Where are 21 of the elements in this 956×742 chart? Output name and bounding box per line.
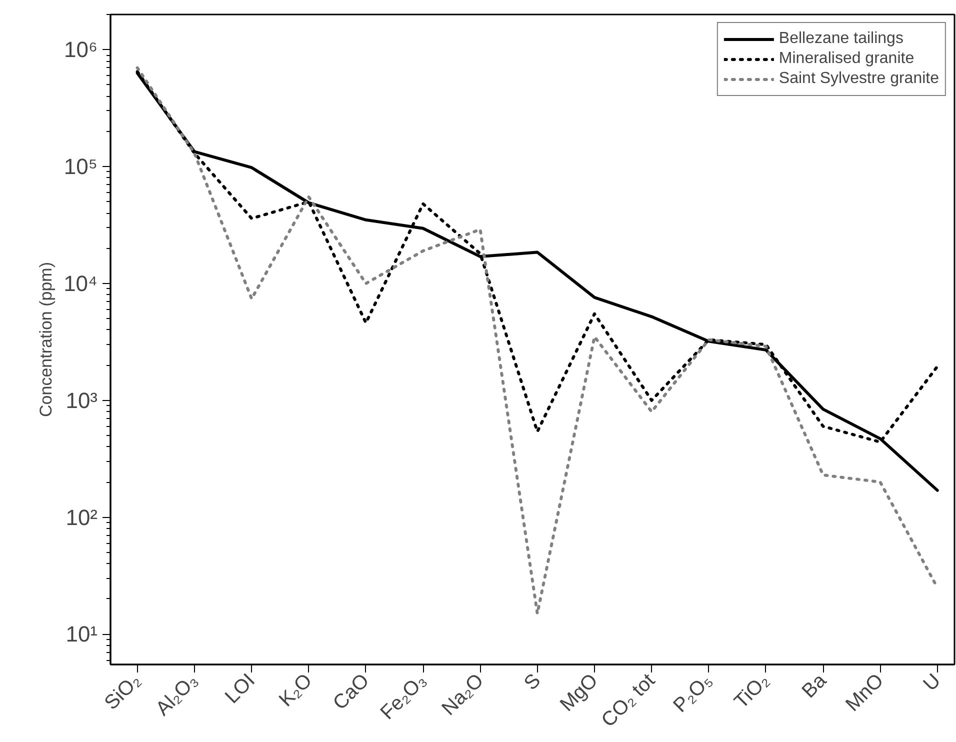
x-tick-label: CO₂ tot	[598, 669, 660, 732]
legend-label: Bellezane tailings	[778, 30, 904, 48]
legend-label: Saint Sylvestre granite	[778, 70, 939, 88]
x-tick-label: TiO₂	[730, 670, 774, 714]
x-tick-label: P₂O₅	[669, 670, 717, 717]
x-tick-label: Ba	[798, 669, 832, 703]
y-tick-label: 10⁴	[64, 270, 98, 296]
x-tick-label: U	[919, 670, 946, 696]
x-tick-label: LOI	[221, 670, 260, 708]
x-tick-label: K₂O	[275, 670, 317, 712]
y-tick-label: 10⁶	[64, 37, 98, 62]
y-tick-label: 10¹	[66, 622, 98, 647]
y-tick-label: 10²	[66, 504, 98, 530]
line-series	[136, 66, 939, 616]
legend-label: Mineralised granite	[778, 50, 914, 68]
x-tick-label: CaO	[329, 670, 374, 714]
y-tick-label: 10⁵	[64, 154, 98, 180]
y-axis-title: Concentration (ppm)	[36, 262, 56, 417]
y-tick-label: 10³	[66, 388, 98, 413]
x-tick-label: S	[520, 670, 546, 695]
x-tick-label: SiO₂	[100, 670, 146, 714]
